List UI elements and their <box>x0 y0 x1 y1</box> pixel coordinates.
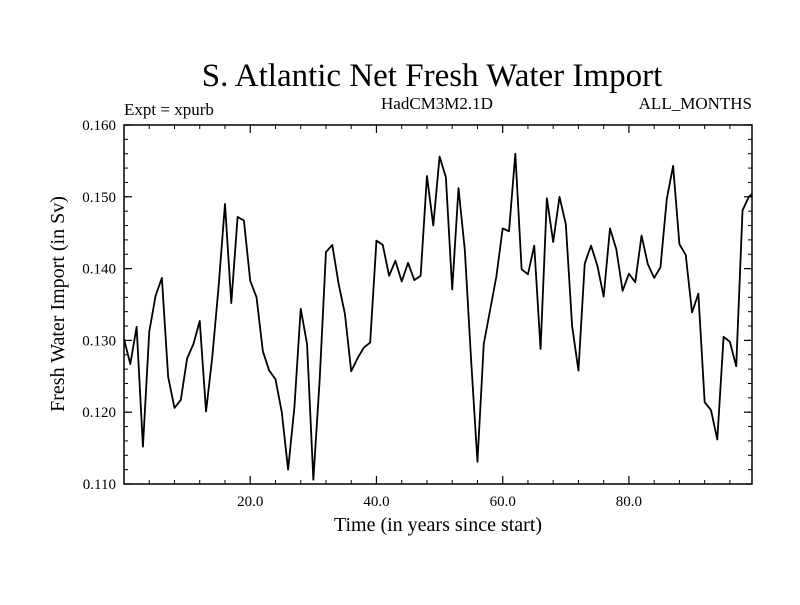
y-tick-label: 0.120 <box>82 405 116 421</box>
x-axis-label: Time (in years since start) <box>334 514 542 536</box>
y-tick-label: 0.140 <box>82 262 116 278</box>
x-tick-label: 80.0 <box>616 494 642 510</box>
series-line <box>123 152 753 481</box>
y-axis-label: Fresh Water Import (in Sv) <box>47 196 69 412</box>
x-tick-label: 20.0 <box>237 494 263 510</box>
x-tick-label: 60.0 <box>490 494 516 510</box>
subtitle-left: Expt = xpurb <box>124 100 214 119</box>
subtitle-center: HadCM3M2.1D <box>381 94 493 113</box>
y-tick-label: 0.160 <box>82 118 116 134</box>
x-axis-ticks: 20.0 40.0 60.0 80.0 <box>148 125 731 510</box>
y-tick-label: 0.110 <box>83 477 116 493</box>
plot-frame <box>123 124 753 485</box>
y-tick-label: 0.150 <box>82 190 116 206</box>
subtitle-right: ALL_MONTHS <box>639 94 752 113</box>
y-tick-label: 0.130 <box>82 333 116 349</box>
y-axis-ticks: 0.110 0.120 0.130 0.140 0.150 0.160 <box>82 118 752 493</box>
x-tick-label: 40.0 <box>363 494 389 510</box>
chart-title: S. Atlantic Net Fresh Water Import <box>202 58 663 94</box>
